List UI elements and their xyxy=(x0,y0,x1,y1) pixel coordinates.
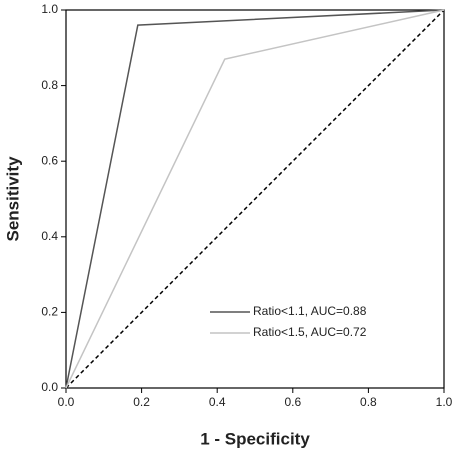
y-tick-label: 0.6 xyxy=(41,153,58,167)
y-tick-label: 0.8 xyxy=(41,78,58,92)
x-tick-label: 0.4 xyxy=(209,395,226,409)
x-tick-label: 0.8 xyxy=(360,395,377,409)
x-tick-label: 0.0 xyxy=(58,395,75,409)
legend-label: Ratio<1.5, AUC=0.72 xyxy=(253,325,367,339)
x-axis-title: 1 - Specificity xyxy=(200,429,310,448)
y-tick-label: 1.0 xyxy=(41,2,58,16)
x-tick-label: 0.2 xyxy=(133,395,150,409)
reference-line xyxy=(65,9,445,389)
x-tick-label: 1.0 xyxy=(436,395,453,409)
y-tick-label: 0.2 xyxy=(41,305,58,319)
y-tick-label: 0.4 xyxy=(41,229,58,243)
legend-label: Ratio<1.1, AUC=0.88 xyxy=(253,304,367,318)
roc-line xyxy=(65,9,445,389)
x-tick-label: 0.6 xyxy=(284,395,301,409)
y-axis-title: Sensitivity xyxy=(3,156,22,242)
y-tick-label: 0.0 xyxy=(41,380,58,394)
plot-frame xyxy=(65,9,445,389)
roc-line xyxy=(65,9,445,389)
